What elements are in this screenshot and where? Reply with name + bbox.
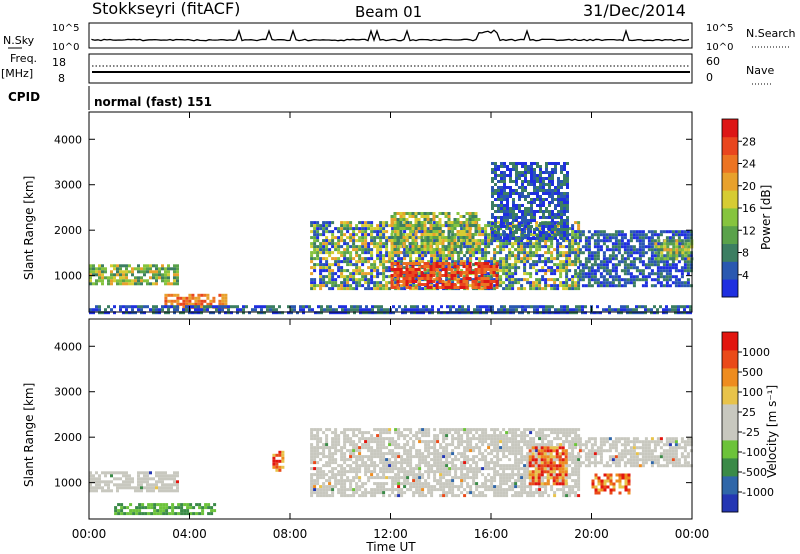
nsky-trace — [91, 28, 690, 43]
freq-tick-top: 18 — [52, 56, 66, 69]
velocity-colorbar-label: 100 — [742, 386, 763, 399]
velocity-ylabel: Slant Range [km] — [22, 383, 36, 487]
power-colorbar-label: 8 — [742, 247, 749, 260]
velocity-colorbar-swatch — [722, 368, 738, 387]
power-colorbar-swatch — [722, 261, 738, 280]
cpid-value: normal (fast) 151 — [94, 95, 212, 109]
freq-label: Freq. — [10, 52, 37, 65]
nave-tick-top: 60 — [706, 55, 720, 68]
power-colorbar-swatch — [722, 154, 738, 173]
xtick-label: 12:00 — [373, 527, 408, 541]
velocity-ytick-label: 1000 — [54, 477, 82, 490]
nsearch-tick-bottom: 10^0 — [706, 42, 733, 53]
xtick-label: 08:00 — [273, 527, 308, 541]
power-colorbar-label: 12 — [742, 224, 756, 237]
power-echo-region-5 — [390, 212, 481, 254]
nsky-label: N.Sky — [3, 34, 35, 47]
nsky-tick-top: 10^5 — [52, 23, 79, 34]
velocity-colorbar-label: 25 — [742, 406, 756, 419]
power-colorbar-label: 28 — [742, 135, 756, 148]
velocity-ytick-label: 4000 — [54, 340, 82, 353]
velocity-colorbar-swatch — [722, 458, 738, 477]
velocity-colorbar-swatch — [722, 422, 738, 441]
velocity-colorbar: 1000 500 100 25 -25 -100 -500 -1000 — [721, 331, 774, 513]
velocity-colorbar-label: -100 — [742, 446, 767, 459]
power-echo-region-6 — [491, 162, 569, 240]
velocity-echo-region-5 — [591, 473, 631, 495]
velocity-echo-region-1 — [114, 503, 217, 516]
velocity-colorbar-swatch — [722, 350, 738, 369]
cpid-label: CPID — [8, 90, 40, 104]
velocity-colorbar-label: -500 — [742, 466, 767, 479]
x-axis-label: Time UT — [365, 540, 416, 554]
velocity-echo-region-3 — [310, 428, 581, 498]
velocity-colorbar-label: 500 — [742, 366, 763, 379]
power-colorbar-label: 24 — [742, 158, 756, 171]
power-colorbar-swatch — [722, 243, 738, 262]
power-echo-region-2 — [89, 305, 692, 315]
power-echo-region-0 — [89, 264, 179, 286]
velocity-panel: 1000 2000 3000 4000 Slant Range [km] 00:00 0… — [22, 112, 709, 554]
power-panel: 1000 2000 3000 4000 Slant Range [km] — [22, 111, 694, 315]
velocity-colorbar-swatch — [722, 440, 738, 459]
velocity-colorbar-label: 1000 — [742, 346, 770, 359]
power-ytick-label: 3000 — [54, 179, 82, 192]
velocity-echo-region-6 — [578, 437, 693, 468]
velocity-colorbar-label: -1000 — [742, 486, 774, 499]
velocity-ytick-label: 2000 — [54, 431, 82, 444]
freq-unit: [MHz] — [1, 67, 33, 80]
power-colorbar-label: 20 — [742, 180, 756, 193]
velocity-echo-region-4 — [528, 446, 568, 486]
power-colorbar-swatch — [722, 119, 738, 138]
velocity-colorbar-swatch — [722, 476, 738, 495]
xtick-label: 00:00 — [72, 527, 107, 541]
nave-label: Nave — [746, 64, 774, 77]
power-echo-region-4 — [390, 262, 499, 289]
xtick-label: 16:00 — [474, 527, 509, 541]
beam-title: Beam 01 — [355, 3, 422, 21]
power-echo-region-8 — [654, 239, 694, 261]
power-ytick-label: 4000 — [54, 133, 82, 146]
power-echo-layer — [89, 162, 694, 315]
xtick-label: 04:00 — [172, 527, 207, 541]
power-ylabel: Slant Range [km] — [22, 176, 36, 280]
power-colorbar-swatch — [722, 136, 738, 155]
power-colorbar-swatch — [722, 190, 738, 209]
power-colorbar-label: 4 — [742, 269, 749, 282]
station-title: Stokkseyri (fitACF) — [92, 0, 240, 18]
velocity-colorbar-title: Velocity [m s⁻¹] — [765, 385, 779, 478]
power-ytick-label: 1000 — [54, 270, 82, 283]
nsearch-label: N.Search — [746, 27, 796, 40]
velocity-echo-region-2 — [272, 450, 285, 472]
power-colorbar-label: 16 — [742, 202, 756, 215]
velocity-echo-layer — [89, 428, 693, 516]
power-ytick-label: 2000 — [54, 224, 82, 237]
nsky-tick-bottom: 10^0 — [52, 42, 79, 53]
date-title: 31/Dec/2014 — [583, 1, 686, 20]
power-colorbar: 4 8 12 16 20 24 28 — [721, 118, 756, 298]
power-colorbar-swatch — [722, 279, 738, 298]
power-colorbar-swatch — [722, 225, 738, 244]
power-colorbar-title: Power [dB] — [759, 185, 773, 250]
nave-tick-bottom: 0 — [706, 71, 713, 84]
freq-panel: Freq. [MHz] 18 8 60 0 Nave — [1, 52, 774, 85]
velocity-echo-region-0 — [89, 471, 179, 493]
velocity-colorbar-swatch — [722, 386, 738, 405]
velocity-colorbar-swatch — [722, 404, 738, 423]
power-colorbar-swatch — [722, 172, 738, 191]
velocity-colorbar-label: -25 — [742, 426, 760, 439]
freq-tick-bottom: 8 — [58, 72, 65, 85]
power-colorbar-swatch — [722, 208, 738, 227]
velocity-colorbar-swatch — [722, 332, 738, 351]
velocity-ytick-label: 3000 — [54, 386, 82, 399]
xtick-label: 20:00 — [574, 527, 609, 541]
nsearch-tick-top: 10^5 — [706, 23, 733, 34]
nsky-panel: N.Sky 10^5 10^0 10^5 10^0 N.Search — [3, 22, 796, 53]
xtick-label: 00:00 — [675, 527, 710, 541]
velocity-colorbar-swatch — [722, 494, 738, 513]
